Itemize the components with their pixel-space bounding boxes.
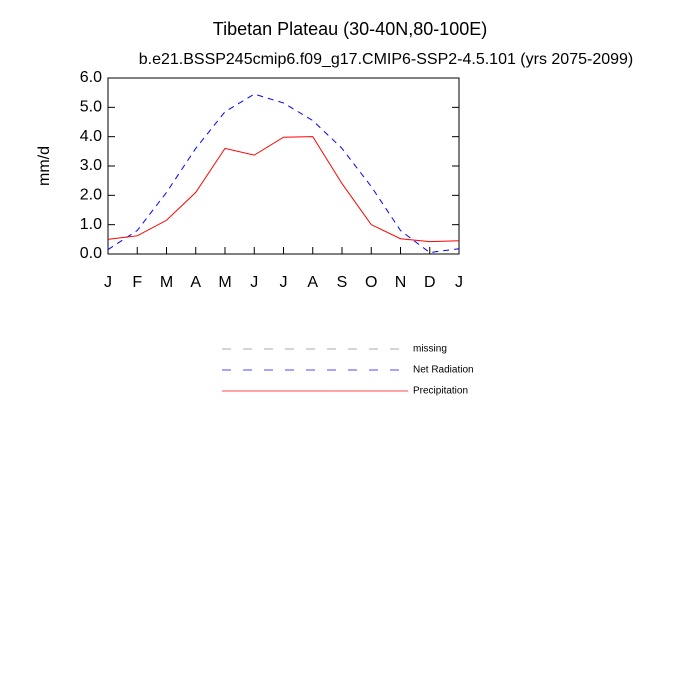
x-tick-label: J [280,274,288,291]
x-tick-label: M [218,274,231,291]
chart-title: Tibetan Plateau (30-40N,80-100E) [213,19,488,39]
x-tick-label: J [104,274,112,291]
x-tick-label: J [455,274,463,291]
y-axis-label: mm/d [36,146,53,186]
y-tick-label: 6.0 [80,69,102,86]
legend-label: Net Radiation [413,365,474,376]
legend-label: missing [413,344,447,355]
chart-subtitle: b.e21.BSSP245cmip6.f09_g17.CMIP6-SSP2-4.… [139,51,634,68]
y-tick-label: 5.0 [80,99,102,116]
x-tick-label: M [160,274,173,291]
x-tick-label: D [424,274,436,291]
y-tick-label: 3.0 [80,157,102,174]
data-line [107,93,460,254]
x-tick-label: O [365,274,377,291]
data-line [107,136,460,243]
x-tick-label: N [395,274,407,291]
x-tick-label: J [250,274,258,291]
legend-label: Precipitation [413,386,468,397]
plot-frame [107,77,460,255]
x-tick-label: A [190,274,201,291]
x-tick-label: A [307,274,318,291]
y-tick-label: 4.0 [80,128,102,145]
x-tick-label: F [132,274,142,291]
x-tick-label: S [337,274,348,291]
y-tick-label: 1.0 [80,216,102,233]
y-tick-label: 0.0 [80,245,102,262]
y-tick-label: 2.0 [80,187,102,204]
